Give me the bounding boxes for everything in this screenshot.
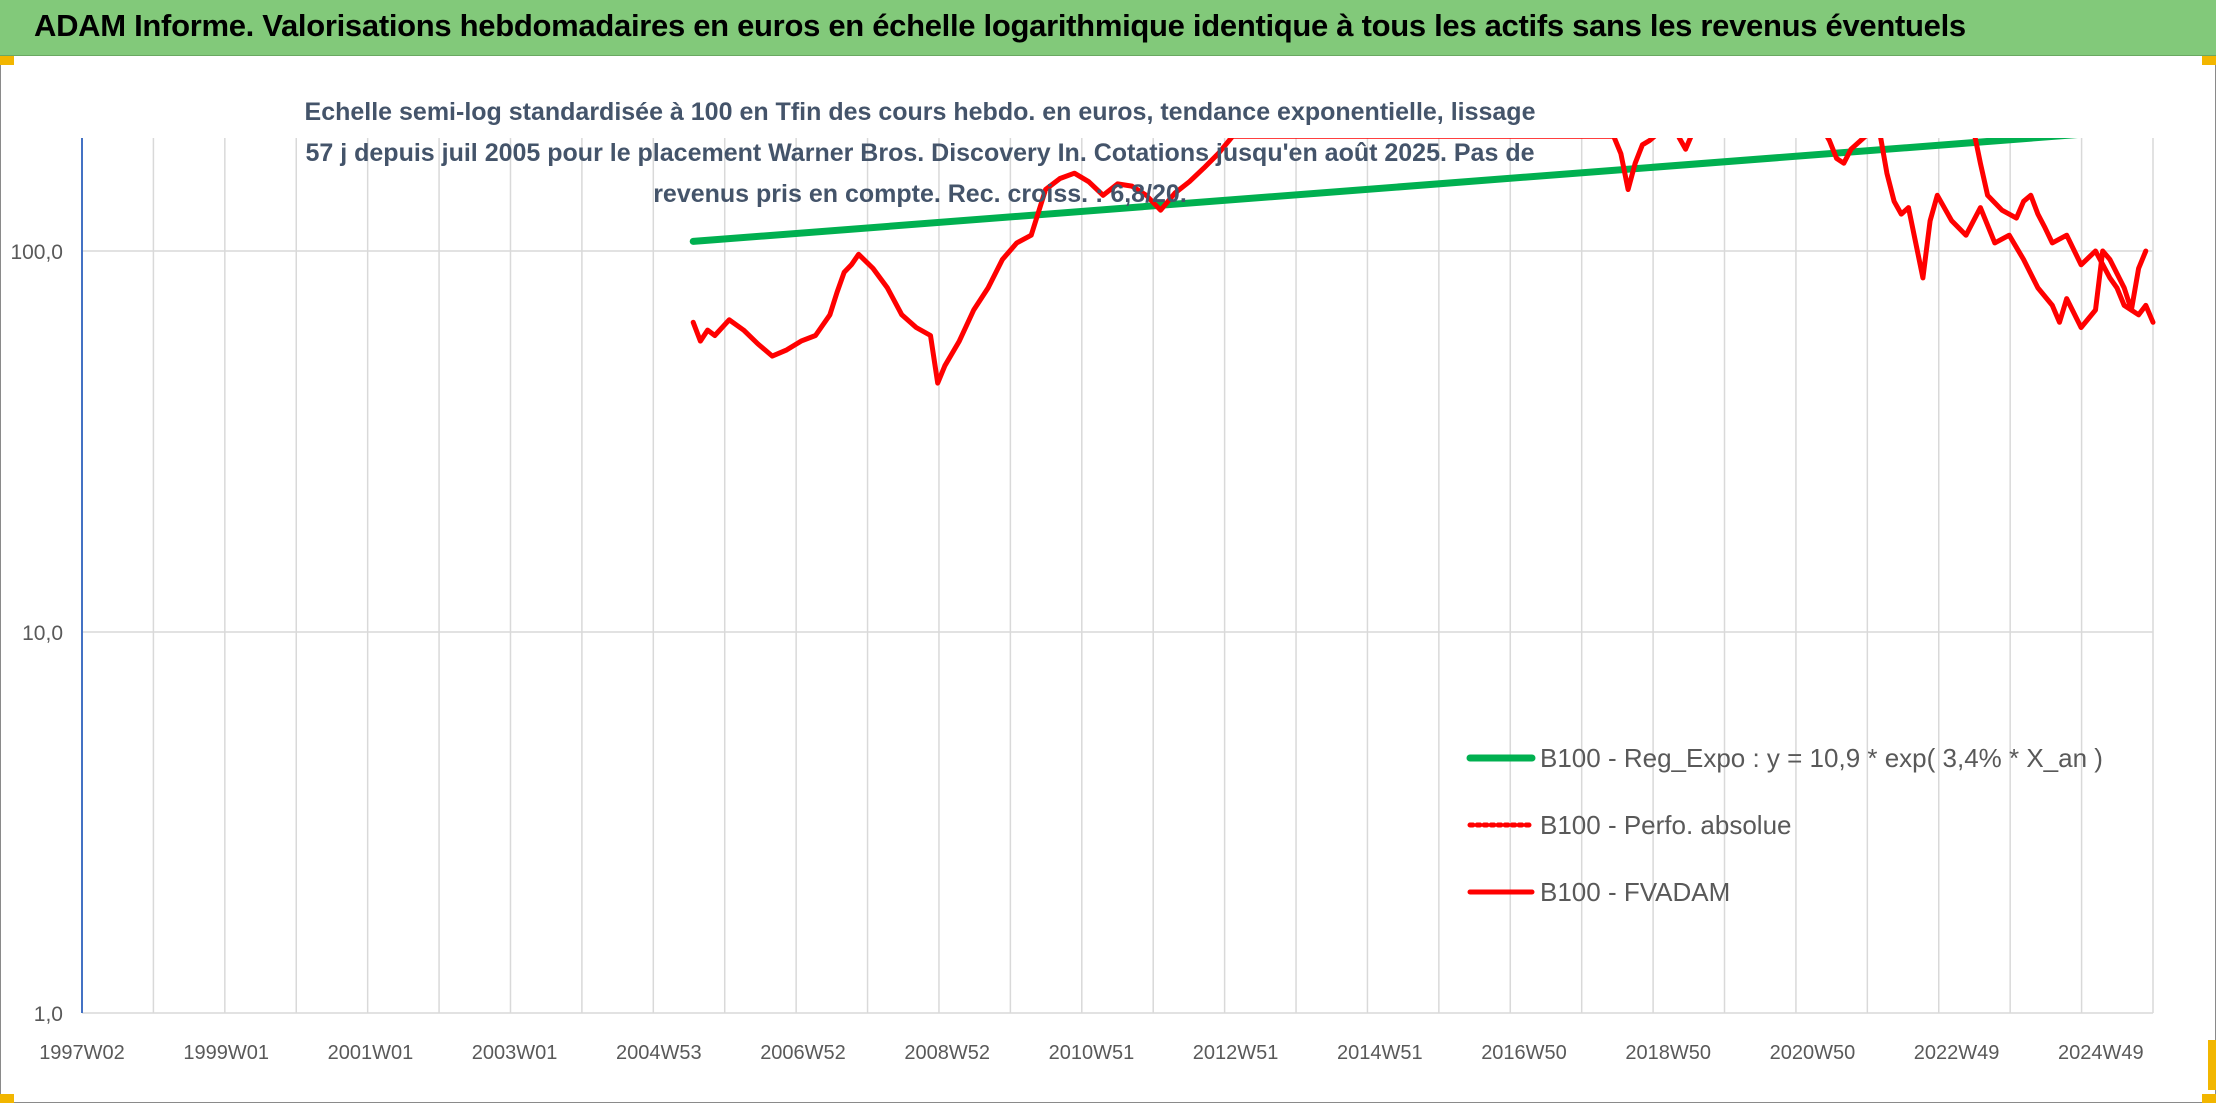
report-title: ADAM Informe. Valorisations hebdomadaire… <box>34 8 1966 43</box>
x-tick-label: 2018W50 <box>1625 1042 1711 1064</box>
x-tick-label: 1997W02 <box>39 1042 125 1064</box>
series-line-1 <box>689 138 2078 245</box>
report-banner: ADAM Informe. Valorisations hebdomadaire… <box>0 0 2216 56</box>
series-line-3 <box>690 138 2156 386</box>
x-tick-label: 2016W50 <box>1481 1042 1567 1064</box>
x-tick-label: 2014W51 <box>1337 1042 1423 1064</box>
x-tick-label: 2022W49 <box>1914 1042 2000 1064</box>
x-tick-label: 2001W01 <box>328 1042 414 1064</box>
legend-label: B100 - FVADAM <box>1540 877 1730 907</box>
x-tick-label: 2008W52 <box>904 1042 990 1064</box>
corner-accent-right-bottom <box>2208 1040 2216 1090</box>
x-tick-label: 1999W01 <box>183 1042 269 1064</box>
x-tick-label: 2006W52 <box>760 1042 846 1064</box>
corner-accent-right <box>2202 56 2216 65</box>
legend-label: B100 - Perfo. absolue <box>1540 810 1792 840</box>
grid-lines <box>82 138 2154 1014</box>
corner-accent-bottom-right <box>2202 1094 2216 1103</box>
axes: 1,0 10,0 100,0 1997W02 1999W01 2001W01 2003W01… <box>10 138 2144 1064</box>
legend-label: B100 - Reg_Expo : y = 10,9 * exp( 3,4% *… <box>1540 743 2103 773</box>
x-tick-label: 2020W50 <box>1770 1042 1856 1064</box>
x-tick-label: 2024W49 <box>2058 1042 2144 1064</box>
series-line-4 <box>1878 138 2149 330</box>
x-tick-label: 2003W01 <box>472 1042 558 1064</box>
chart-title: Echelle semi-log standardisée à 100 en T… <box>304 98 1536 208</box>
x-tick-label: 2004W53 <box>616 1042 702 1064</box>
y-tick-label: 1,0 <box>34 1003 63 1026</box>
legend: B100 - Reg_Expo : y = 10,9 * exp( 3,4% *… <box>1466 743 2103 907</box>
x-tick-label: 2010W51 <box>1049 1042 1135 1064</box>
x-tick-label: 2012W51 <box>1193 1042 1279 1064</box>
y-tick-label: 100,0 <box>10 241 63 264</box>
y-tick-label: 10,0 <box>22 622 63 645</box>
plot-series <box>689 138 2156 386</box>
corner-accent-bottom-left <box>0 1094 14 1103</box>
corner-accent-left <box>0 56 14 65</box>
